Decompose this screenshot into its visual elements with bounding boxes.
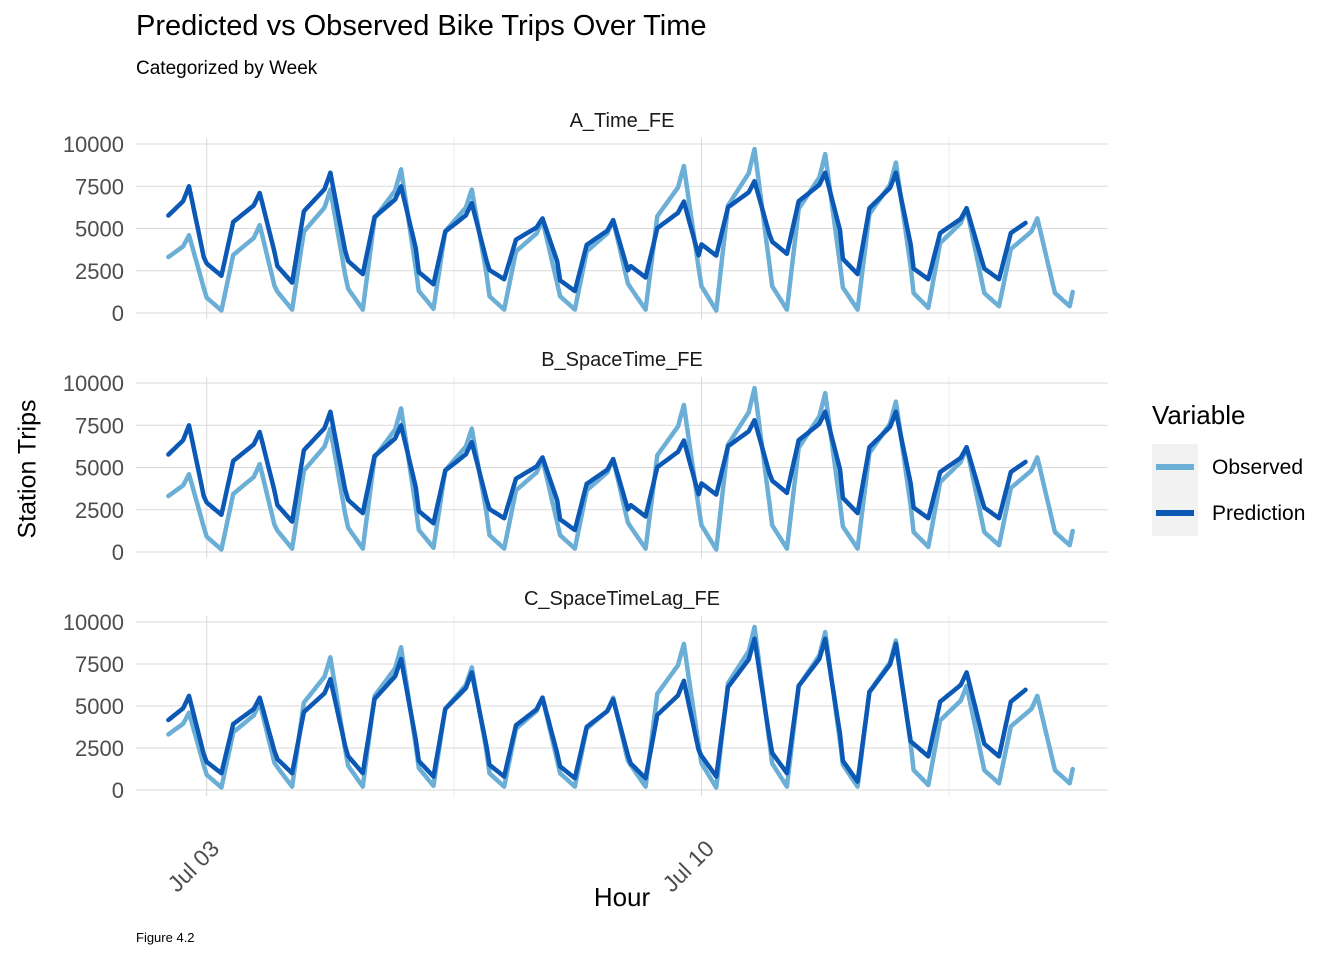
y-tick-label: 0	[112, 778, 124, 803]
y-tick-label: 0	[112, 540, 124, 565]
y-tick-label: 2500	[75, 259, 124, 284]
series-line-prediction	[166, 636, 1028, 784]
series-line-prediction	[166, 170, 1028, 294]
series-line-observed	[166, 385, 1075, 552]
y-tick-label: 2500	[75, 498, 124, 523]
y-tick-label: 10000	[63, 610, 124, 635]
y-tick-label: 0	[112, 301, 124, 326]
y-tick-label: 2500	[75, 736, 124, 761]
legend-key-observed	[1152, 444, 1198, 490]
series-line-prediction	[166, 409, 1028, 533]
y-tick-label: 5000	[75, 217, 124, 242]
legend-key-prediction	[1152, 490, 1198, 536]
y-tick-label: 5000	[75, 694, 124, 719]
y-tick-label: 5000	[75, 456, 124, 481]
panel-title: B_SpaceTime_FE	[541, 349, 703, 371]
chart-subtitle: Categorized by Week	[136, 58, 318, 79]
figure-caption: Figure 4.2	[136, 930, 195, 945]
panel-title: A_Time_FE	[570, 110, 675, 132]
panel-title: C_SpaceTimeLag_FE	[524, 588, 720, 610]
legend-label-prediction: Prediction	[1212, 502, 1306, 525]
legend-swatch-prediction	[1156, 510, 1194, 516]
legend-label-observed: Observed	[1212, 456, 1304, 479]
y-tick-label: 7500	[75, 413, 124, 438]
chart-title: Predicted vs Observed Bike Trips Over Ti…	[136, 10, 707, 42]
y-tick-label: 10000	[63, 132, 124, 157]
legend-swatch-observed	[1156, 464, 1194, 470]
x-tick-label: Jul 10	[657, 835, 719, 897]
y-tick-label: 7500	[75, 652, 124, 677]
x-axis-label: Hour	[593, 882, 651, 912]
y-tick-label: 7500	[75, 174, 124, 199]
legend-title: Variable	[1152, 400, 1246, 430]
x-tick-label: Jul 03	[162, 835, 224, 897]
y-tick-label: 10000	[63, 371, 124, 396]
series-line-observed	[166, 146, 1075, 313]
